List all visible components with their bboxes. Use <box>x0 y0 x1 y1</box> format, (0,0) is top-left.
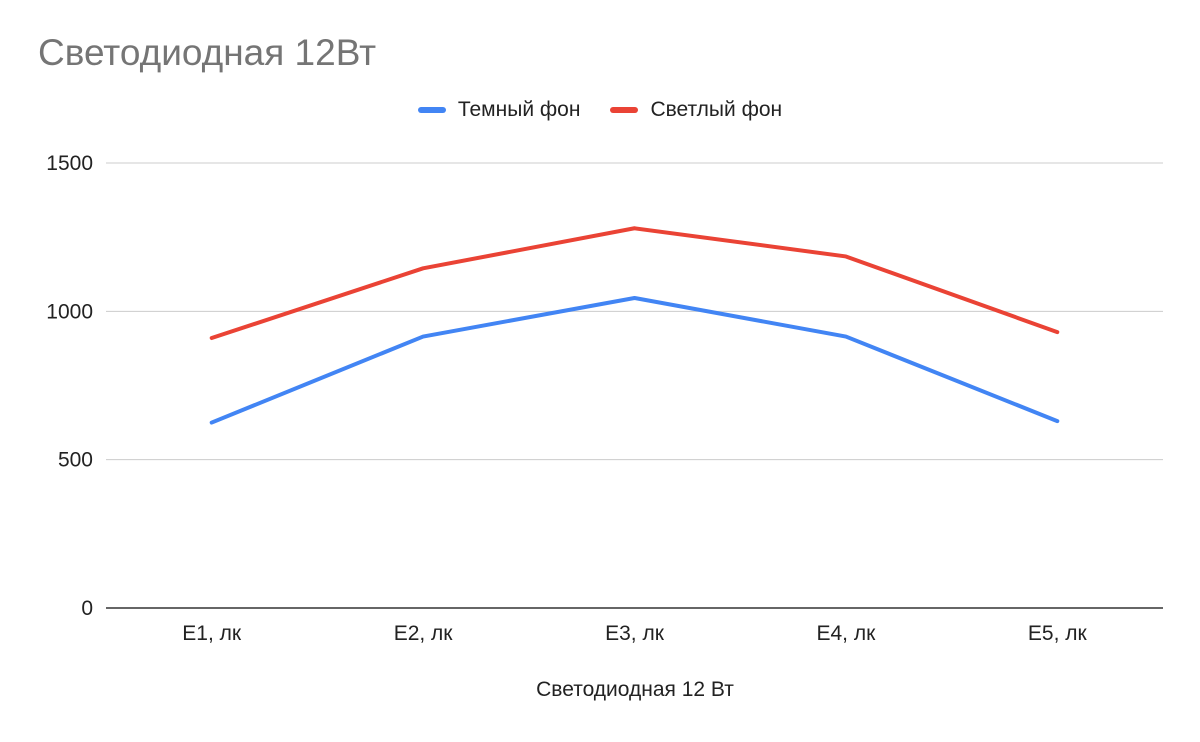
y-tick-label: 500 <box>58 449 93 472</box>
legend-label-dark: Темный фон <box>457 98 581 121</box>
y-tick-label: 1500 <box>46 152 93 175</box>
x-axis-title: Светодиодная 12 Вт <box>536 678 734 701</box>
legend-label-light: Светлый фон <box>650 98 783 121</box>
x-tick-label: E5, лк <box>1028 622 1088 645</box>
legend-item-light: Светлый фон <box>610 98 782 122</box>
series-lines <box>209 226 1060 425</box>
x-tick-label: E1, лк <box>182 622 242 645</box>
y-tick-label: 0 <box>81 597 93 620</box>
series-line-0 <box>209 295 1060 425</box>
y-tick-label: 1000 <box>46 300 93 323</box>
x-tick-label: E2, лк <box>394 622 454 645</box>
legend-swatch-light <box>610 107 639 113</box>
x-axis-ticks: E1, лк E2, лк E3, лк E4, лк E5, лк <box>182 622 1087 645</box>
legend-swatch-dark <box>417 107 446 113</box>
legend-item-dark: Темный фон <box>417 98 581 122</box>
chart-title: Светодиодная 12Вт <box>38 32 377 73</box>
y-axis-ticks: 0 500 1000 1500 <box>46 152 93 620</box>
x-tick-label: E4, лк <box>817 622 877 645</box>
gridlines <box>106 162 1163 609</box>
x-tick-label: E3, лк <box>605 622 665 645</box>
series-line-1 <box>209 226 1060 341</box>
legend: Темный фон Светлый фон <box>0 98 1200 122</box>
